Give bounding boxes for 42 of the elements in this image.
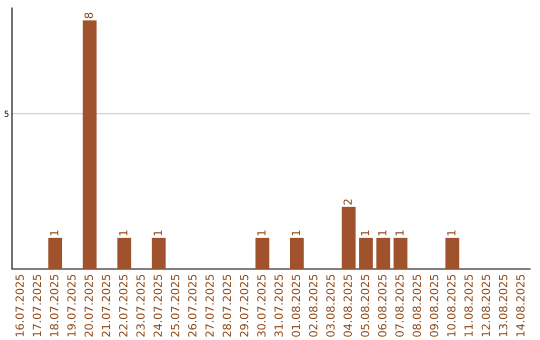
data-label: 1 — [447, 230, 456, 236]
x-tick-label: 18.07.2025 — [50, 274, 58, 336]
x-tick-label: 16.07.2025 — [15, 274, 24, 336]
x-tick-label: 19.07.2025 — [67, 274, 76, 336]
x-tick-label: 12.08.2025 — [482, 274, 490, 336]
data-label: 1 — [292, 230, 300, 236]
x-tick-label: 04.08.2025 — [344, 274, 352, 337]
x-tick-label: 24.07.2025 — [154, 274, 162, 337]
x-tick-label: 21.07.2025 — [102, 274, 110, 337]
x-tick-label: 17.07.2025 — [32, 274, 42, 336]
x-tick-label: 11.08.2025 — [464, 274, 473, 336]
x-tick-label: 08.08.2025 — [412, 274, 421, 337]
x-tick-label: 23.07.2025 — [136, 274, 145, 337]
x-tick-label: 27.07.2025 — [205, 274, 214, 337]
x-tick-label: 28.07.2025 — [222, 274, 232, 337]
data-label: 2 — [344, 200, 352, 205]
data-label: 1 — [257, 230, 266, 236]
data-label: 1 — [119, 230, 128, 236]
x-tick-label: 29.07.2025 — [240, 274, 248, 337]
x-tick-label: 06.08.2025 — [378, 274, 386, 337]
x-tick-label: 03.08.2025 — [326, 274, 335, 337]
data-label: 1 — [50, 230, 58, 236]
data-label: 1 — [154, 230, 162, 236]
x-tick-label: 07.08.2025 — [395, 274, 404, 337]
x-tick-label: 01.08.2025 — [292, 274, 300, 337]
x-tick-label: 14.08.2025 — [516, 274, 525, 336]
data-label: 1 — [378, 230, 386, 236]
x-tick-label: 05.08.2025 — [360, 274, 370, 337]
x-tick-label: 09.08.2025 — [430, 274, 438, 337]
x-tick-label: 13.08.2025 — [498, 274, 508, 336]
x-tick-label: 25.07.2025 — [170, 274, 180, 337]
data-label: 1 — [360, 230, 370, 236]
x-tick-label: 02.08.2025 — [308, 274, 318, 337]
data-label: 1 — [395, 230, 404, 236]
x-tick-label: 10.08.2025 — [447, 274, 456, 336]
data-label: 8 — [84, 12, 93, 18]
y-tick-label: 5 — [4, 110, 8, 117]
x-tick-label: 26.07.2025 — [188, 274, 197, 337]
x-tick-label: 30.07.2025 — [257, 274, 266, 337]
x-tick-label: 31.07.2025 — [274, 274, 283, 337]
x-tick-label: 22.07.2025 — [119, 274, 128, 337]
x-tick-label: 20.07.2025 — [84, 274, 93, 337]
